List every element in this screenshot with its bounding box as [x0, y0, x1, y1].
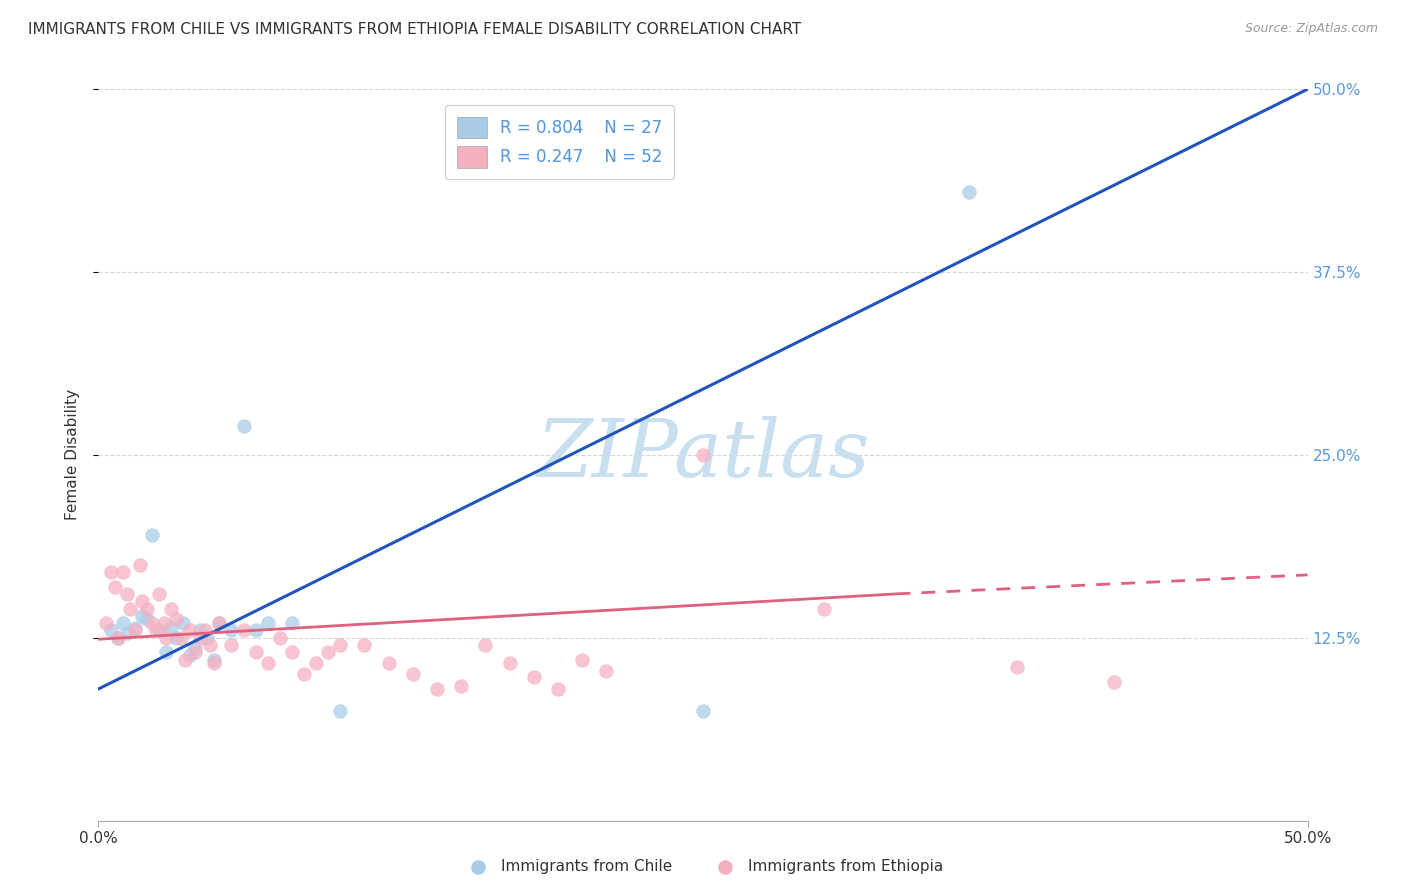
- Legend: R = 0.804    N = 27, R = 0.247    N = 52: R = 0.804 N = 27, R = 0.247 N = 52: [446, 105, 675, 179]
- Point: [141, 616, 163, 631]
- Point: [104, 580, 127, 594]
- Point: [128, 558, 150, 572]
- Point: [426, 681, 449, 696]
- Point: [165, 612, 187, 626]
- Point: [208, 616, 231, 631]
- Point: [547, 681, 569, 696]
- Point: [160, 621, 183, 635]
- Point: [184, 645, 207, 659]
- Point: [135, 601, 157, 615]
- Point: [256, 616, 278, 631]
- Point: [107, 631, 129, 645]
- Point: [377, 656, 399, 670]
- Point: [402, 667, 425, 681]
- Point: [174, 653, 197, 667]
- Text: IMMIGRANTS FROM CHILE VS IMMIGRANTS FROM ETHIOPIA FEMALE DISABILITY CORRELATION : IMMIGRANTS FROM CHILE VS IMMIGRANTS FROM…: [28, 22, 801, 37]
- Legend: Immigrants from Chile, Immigrants from Ethiopia: Immigrants from Chile, Immigrants from E…: [457, 853, 949, 880]
- Point: [245, 645, 267, 659]
- Point: [245, 624, 267, 638]
- Point: [269, 631, 291, 645]
- Point: [329, 638, 352, 652]
- Point: [595, 665, 617, 679]
- Point: [155, 631, 177, 645]
- Point: [195, 631, 218, 645]
- Point: [204, 656, 226, 670]
- Point: [813, 601, 835, 615]
- Point: [172, 616, 194, 631]
- Point: [474, 638, 496, 652]
- Point: [221, 638, 243, 652]
- Point: [135, 612, 157, 626]
- Point: [208, 616, 231, 631]
- Point: [232, 624, 254, 638]
- Point: [692, 704, 714, 718]
- Point: [155, 645, 177, 659]
- Point: [111, 565, 134, 579]
- Point: [305, 656, 328, 670]
- Point: [194, 624, 217, 638]
- Point: [179, 648, 201, 663]
- Point: [316, 645, 339, 659]
- Point: [118, 601, 141, 615]
- Point: [256, 656, 278, 670]
- Point: [117, 626, 139, 640]
- Point: [131, 608, 153, 623]
- Point: [1007, 660, 1029, 674]
- Point: [692, 448, 714, 462]
- Point: [100, 565, 122, 579]
- Y-axis label: Female Disability: Female Disability: [65, 389, 80, 521]
- Point: [232, 418, 254, 433]
- Point: [148, 624, 170, 638]
- Point: [111, 616, 134, 631]
- Point: [204, 653, 226, 667]
- Point: [329, 704, 352, 718]
- Point: [152, 616, 174, 631]
- Point: [124, 621, 146, 635]
- Point: [498, 656, 520, 670]
- Point: [523, 670, 546, 684]
- Point: [221, 624, 243, 638]
- Point: [1102, 674, 1125, 689]
- Point: [292, 667, 315, 681]
- Point: [165, 631, 187, 645]
- Point: [117, 587, 139, 601]
- Point: [169, 631, 191, 645]
- Point: [281, 616, 304, 631]
- Text: Source: ZipAtlas.com: Source: ZipAtlas.com: [1244, 22, 1378, 36]
- Point: [450, 679, 472, 693]
- Point: [184, 640, 207, 655]
- Point: [353, 638, 375, 652]
- Point: [179, 624, 201, 638]
- Point: [148, 587, 170, 601]
- Point: [100, 624, 122, 638]
- Point: [131, 594, 153, 608]
- Point: [107, 631, 129, 645]
- Point: [160, 601, 183, 615]
- Point: [188, 631, 211, 645]
- Point: [281, 645, 304, 659]
- Point: [145, 624, 167, 638]
- Point: [198, 638, 221, 652]
- Point: [571, 653, 593, 667]
- Point: [957, 185, 980, 199]
- Point: [94, 616, 117, 631]
- Point: [188, 624, 211, 638]
- Text: ZIPatlas: ZIPatlas: [536, 417, 870, 493]
- Point: [124, 624, 146, 638]
- Point: [141, 528, 163, 542]
